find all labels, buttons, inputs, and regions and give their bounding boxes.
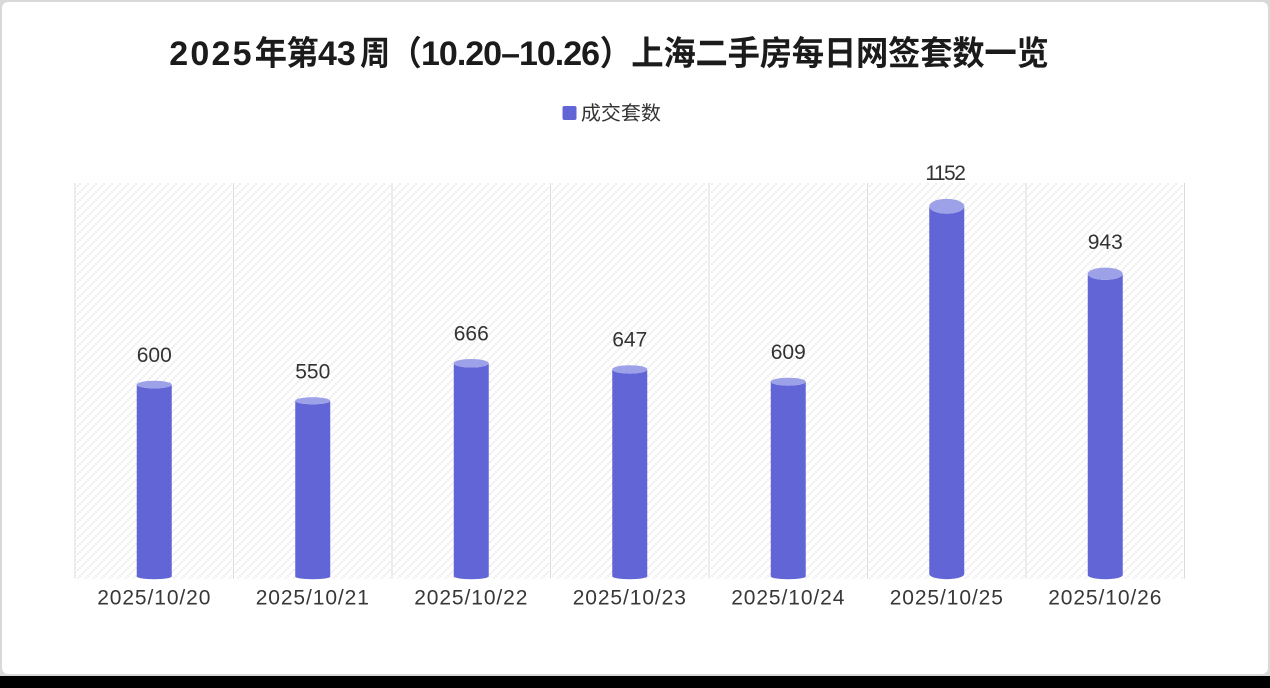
svg-text:1152: 1152 — [925, 162, 965, 185]
svg-text:600: 600 — [137, 344, 172, 367]
svg-text:2025/10/22: 2025/10/22 — [414, 587, 528, 610]
svg-text:550: 550 — [295, 361, 330, 384]
svg-text:2025/10/26: 2025/10/26 — [1048, 587, 1162, 610]
svg-text:943: 943 — [1088, 231, 1123, 254]
svg-text:2025/10/20: 2025/10/20 — [97, 587, 211, 610]
svg-text:609: 609 — [771, 341, 806, 364]
svg-text:2025/10/25: 2025/10/25 — [890, 587, 1004, 610]
svg-text:43: 43 — [318, 35, 356, 73]
svg-text:2025/10/21: 2025/10/21 — [256, 587, 370, 610]
svg-text:10.20–10.26: 10.20–10.26 — [421, 35, 599, 73]
svg-text:2025/10/23: 2025/10/23 — [573, 587, 687, 610]
svg-text:666: 666 — [454, 322, 489, 345]
svg-text:647: 647 — [612, 329, 647, 352]
svg-text:2025/10/24: 2025/10/24 — [731, 587, 845, 610]
svg-text:2025: 2025 — [169, 35, 253, 73]
